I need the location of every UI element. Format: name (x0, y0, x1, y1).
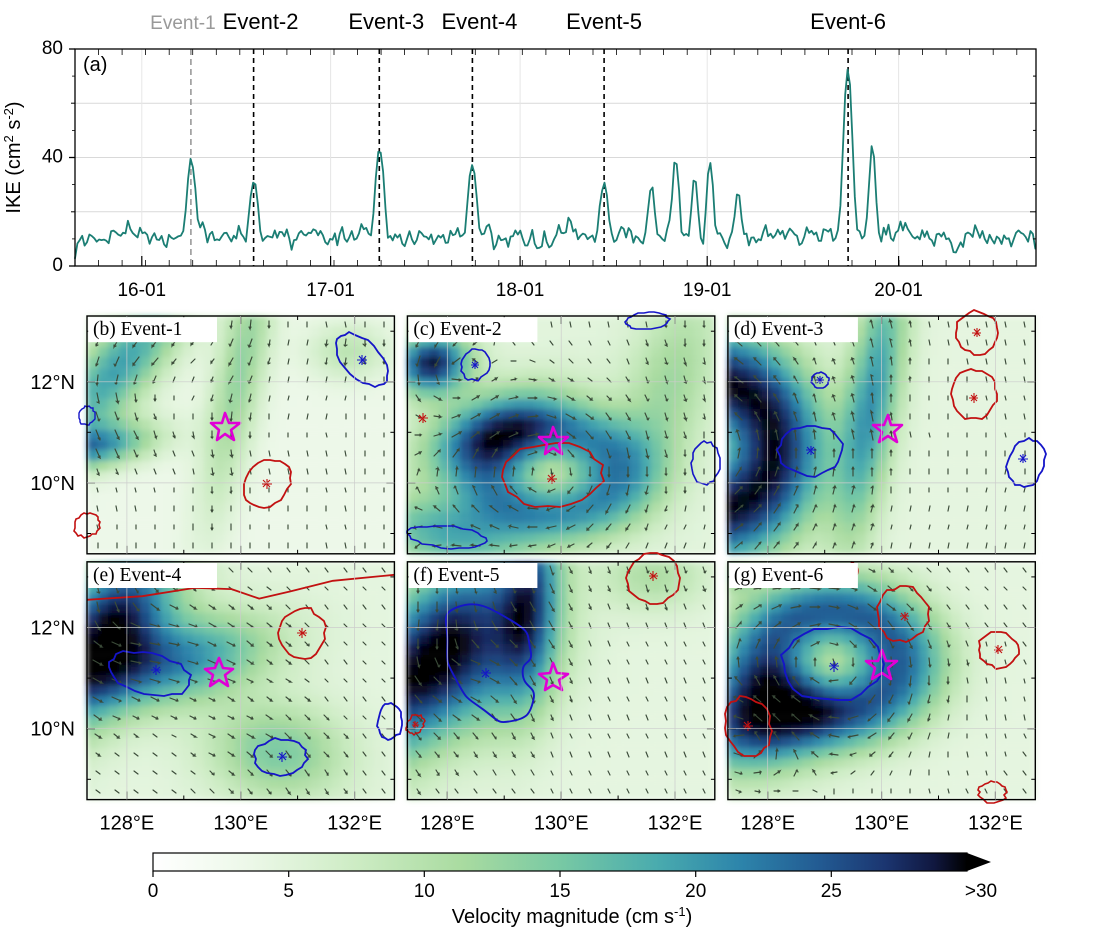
svg-text:0: 0 (148, 881, 159, 902)
svg-text:(c) Event-2: (c) Event-2 (413, 319, 501, 340)
svg-text:132°E: 132°E (327, 813, 382, 835)
svg-text:Velocity magnitude (cm s-1): Velocity magnitude (cm s-1) (452, 904, 693, 929)
svg-text:130°E: 130°E (854, 813, 909, 835)
svg-text:Event-6: Event-6 (810, 9, 886, 34)
svg-text:Event-1: Event-1 (150, 13, 215, 34)
svg-text:(d) Event-3: (d) Event-3 (734, 319, 823, 340)
svg-text:(b) Event-1: (b) Event-1 (93, 319, 182, 340)
svg-text:80: 80 (42, 38, 63, 59)
svg-text:20: 20 (685, 881, 706, 902)
svg-text:130°E: 130°E (213, 813, 268, 835)
svg-text:18-01: 18-01 (496, 280, 545, 301)
svg-text:12°N: 12°N (30, 618, 75, 640)
svg-text:128°E: 128°E (100, 813, 155, 835)
svg-text:(g) Event-6: (g) Event-6 (734, 565, 824, 586)
svg-text:16-01: 16-01 (117, 280, 166, 301)
svg-text:12°N: 12°N (30, 372, 75, 394)
svg-text:5: 5 (283, 881, 294, 902)
svg-text:132°E: 132°E (648, 813, 703, 835)
svg-text:15: 15 (549, 881, 570, 902)
svg-text:20-01: 20-01 (874, 280, 923, 301)
svg-text:10°N: 10°N (30, 473, 75, 495)
svg-text:128°E: 128°E (740, 813, 795, 835)
svg-text:17-01: 17-01 (306, 280, 355, 301)
svg-text:25: 25 (821, 881, 842, 902)
svg-text:Event-4: Event-4 (441, 9, 517, 34)
svg-text:Event-3: Event-3 (348, 9, 424, 34)
svg-text:40: 40 (42, 147, 63, 168)
svg-text:10°N: 10°N (30, 719, 75, 741)
svg-text:0: 0 (52, 255, 63, 276)
svg-text:>30: >30 (965, 881, 997, 902)
svg-text:(f) Event-5: (f) Event-5 (413, 565, 499, 586)
svg-text:132°E: 132°E (968, 813, 1023, 835)
svg-text:19-01: 19-01 (683, 280, 732, 301)
svg-text:Event-5: Event-5 (566, 9, 642, 34)
svg-text:Event-2: Event-2 (223, 9, 299, 34)
svg-text:(e) Event-4: (e) Event-4 (93, 565, 181, 586)
svg-text:128°E: 128°E (420, 813, 475, 835)
svg-text:10: 10 (414, 881, 435, 902)
svg-text:130°E: 130°E (534, 813, 589, 835)
svg-text:(a): (a) (83, 54, 107, 76)
